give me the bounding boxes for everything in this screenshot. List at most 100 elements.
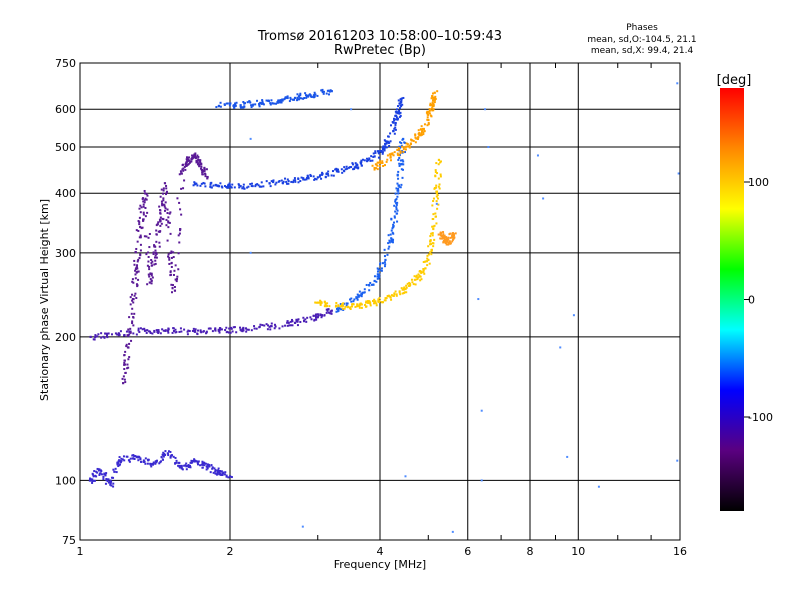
data-point	[269, 185, 272, 188]
data-point	[188, 159, 191, 162]
data-point	[559, 346, 562, 349]
data-point	[393, 215, 396, 218]
data-point	[267, 324, 270, 327]
data-point	[262, 102, 265, 105]
data-point	[270, 99, 273, 102]
data-point	[436, 90, 439, 93]
data-point	[399, 159, 402, 162]
data-point	[371, 159, 374, 162]
data-point	[93, 479, 96, 482]
data-point	[202, 330, 205, 333]
data-point	[369, 304, 372, 307]
data-point	[169, 232, 172, 235]
x-tick-label-4: 4	[377, 545, 384, 558]
data-point	[292, 179, 295, 182]
data-point	[368, 300, 371, 303]
data-point	[205, 330, 208, 333]
plot-frame	[79, 62, 681, 541]
data-point	[342, 304, 345, 307]
data-point	[335, 307, 338, 310]
data-point	[367, 301, 370, 304]
data-point	[388, 239, 391, 242]
data-point	[177, 252, 180, 255]
data-point	[395, 293, 398, 296]
data-point	[296, 324, 299, 327]
data-point	[139, 243, 142, 246]
data-point	[426, 118, 429, 121]
data-point	[414, 283, 417, 286]
data-point	[130, 293, 133, 296]
data-point	[120, 457, 123, 460]
data-point	[374, 151, 377, 154]
data-point	[234, 104, 237, 107]
data-point	[379, 262, 382, 265]
data-point	[151, 276, 154, 279]
data-point	[344, 305, 347, 308]
data-point	[377, 298, 380, 301]
data-point	[259, 185, 262, 188]
data-point	[430, 115, 433, 118]
data-point	[390, 298, 393, 301]
data-point	[269, 103, 272, 106]
data-point	[142, 218, 145, 221]
data-point	[162, 192, 165, 195]
data-point	[147, 459, 150, 462]
data-point	[91, 473, 94, 476]
data-point	[346, 302, 349, 305]
data-point	[318, 301, 321, 304]
data-point	[291, 324, 294, 327]
data-point	[430, 253, 433, 256]
data-point	[388, 241, 391, 244]
data-point	[477, 298, 480, 301]
data-point	[400, 287, 403, 290]
data-point	[180, 172, 183, 175]
data-point	[302, 178, 305, 181]
data-point	[117, 462, 120, 465]
data-point	[405, 284, 408, 287]
data-point	[360, 306, 363, 309]
data-point	[147, 255, 150, 258]
data-point	[351, 305, 354, 308]
data-point	[401, 145, 404, 148]
data-point	[408, 282, 411, 285]
data-point	[367, 158, 370, 161]
data-point	[392, 238, 395, 241]
data-point	[158, 230, 161, 233]
data-point	[371, 164, 374, 167]
data-point	[254, 183, 257, 186]
data-point	[129, 457, 132, 460]
data-point	[442, 233, 445, 236]
data-point	[393, 216, 396, 219]
data-point	[399, 186, 402, 189]
data-point	[97, 469, 100, 472]
data-point	[291, 320, 294, 323]
data-point	[401, 176, 404, 179]
data-point	[439, 173, 442, 176]
data-point	[394, 192, 397, 195]
data-point	[418, 274, 421, 277]
axis-ticks: 1 2 4 6 8 10 16 75 100 200 300 400 500 600 750	[55, 57, 687, 558]
data-point	[145, 198, 148, 201]
data-point	[117, 465, 120, 468]
series-7	[371, 90, 439, 171]
data-point	[210, 181, 213, 184]
data-point	[145, 235, 148, 238]
data-point	[324, 302, 327, 305]
data-point	[250, 185, 253, 188]
data-point	[131, 457, 134, 460]
data-point	[187, 464, 190, 467]
data-point	[223, 473, 226, 476]
data-point	[177, 268, 180, 271]
data-point	[412, 139, 415, 142]
data-point	[133, 457, 136, 460]
data-point	[224, 471, 227, 474]
data-point	[168, 258, 171, 261]
data-point	[325, 92, 328, 95]
data-point	[197, 155, 200, 158]
data-point	[177, 464, 180, 467]
data-point	[305, 320, 308, 323]
data-point	[124, 371, 127, 374]
data-point	[209, 185, 212, 188]
data-point	[395, 202, 398, 205]
data-point	[289, 320, 292, 323]
